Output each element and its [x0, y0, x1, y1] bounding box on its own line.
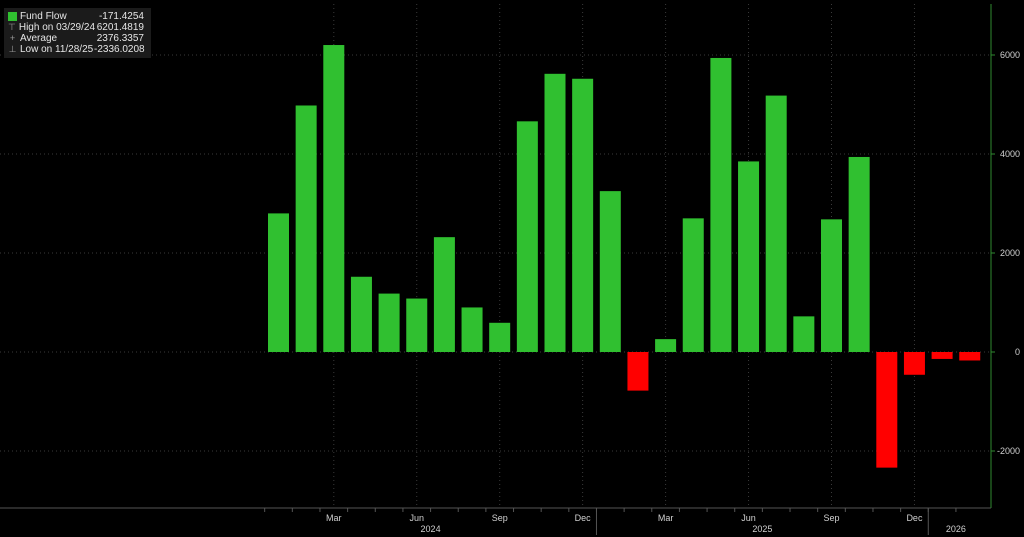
legend-row-high: ⊤ High on 03/29/24 6201.4819 [8, 22, 145, 33]
y-tick-label: 6000 [1000, 50, 1020, 60]
green-square-icon [8, 12, 17, 21]
average-marker-icon: + [9, 33, 16, 43]
legend-label: Low on 11/28/25 [20, 44, 94, 55]
bar [876, 352, 898, 468]
legend-label: Fund Flow [20, 11, 67, 22]
legend-value: 2376.3357 [96, 33, 144, 44]
bar [848, 156, 870, 352]
x-tick-label: Jun [741, 513, 756, 523]
year-label: 2024 [421, 524, 441, 534]
bar [572, 78, 594, 352]
bar [378, 293, 400, 352]
bar [765, 95, 787, 352]
bar [931, 352, 953, 359]
low-marker-icon: ⊥ [8, 44, 17, 54]
x-tick-label: Jun [409, 513, 424, 523]
bar [738, 161, 760, 352]
y-tick-label: 2000 [1000, 248, 1020, 258]
bar [710, 57, 732, 352]
bar [655, 339, 677, 352]
bar [682, 218, 704, 352]
legend-label: Average [20, 33, 58, 44]
x-tick-label: Dec [906, 513, 923, 523]
year-label: 2025 [752, 524, 772, 534]
bar [959, 352, 981, 361]
y-tick-label: 0 [1015, 347, 1020, 357]
bar [821, 219, 842, 352]
bar [323, 45, 345, 353]
bar [516, 121, 538, 352]
bar [406, 298, 428, 352]
x-tick-label: Mar [658, 513, 674, 523]
x-tick-label: Mar [326, 513, 342, 523]
bar [295, 105, 317, 353]
legend-value: -2336.0208 [94, 44, 145, 55]
x-tick-label: Sep [492, 513, 508, 523]
bar [268, 213, 289, 352]
legend-value: -171.4254 [98, 11, 144, 22]
year-label: 2026 [946, 524, 966, 534]
bar [461, 307, 483, 352]
x-tick-label: Sep [823, 513, 839, 523]
legend-value: 6201.4819 [96, 22, 144, 33]
legend-row-average: + Average 2376.3357 [8, 33, 145, 44]
legend-label: High on 03/29/24 [18, 22, 96, 33]
y-tick-label: -2000 [997, 446, 1020, 456]
bar [433, 237, 455, 352]
bar [793, 316, 815, 352]
y-tick-label: 4000 [1000, 149, 1020, 159]
bar [903, 352, 925, 375]
bar [627, 352, 649, 391]
legend: Fund Flow -171.4254 ⊤ High on 03/29/24 62… [4, 8, 151, 58]
bar [489, 322, 511, 352]
legend-row-low: ⊥ Low on 11/28/25 -2336.0208 [8, 44, 145, 55]
x-tick-label: Dec [575, 513, 592, 523]
bar [544, 73, 566, 352]
legend-row-fund-flow: Fund Flow -171.4254 [8, 11, 145, 22]
bar [350, 276, 372, 352]
bar [599, 191, 621, 352]
high-marker-icon: ⊤ [8, 22, 16, 32]
